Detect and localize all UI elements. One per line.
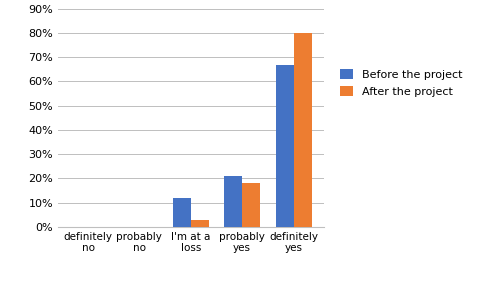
Bar <box>276 65 294 227</box>
Bar <box>173 198 191 227</box>
Bar <box>242 183 260 227</box>
Bar <box>294 33 312 227</box>
Bar <box>224 176 242 227</box>
Bar <box>191 220 209 227</box>
Legend: Before the project, After the project: Before the project, After the project <box>340 69 463 97</box>
